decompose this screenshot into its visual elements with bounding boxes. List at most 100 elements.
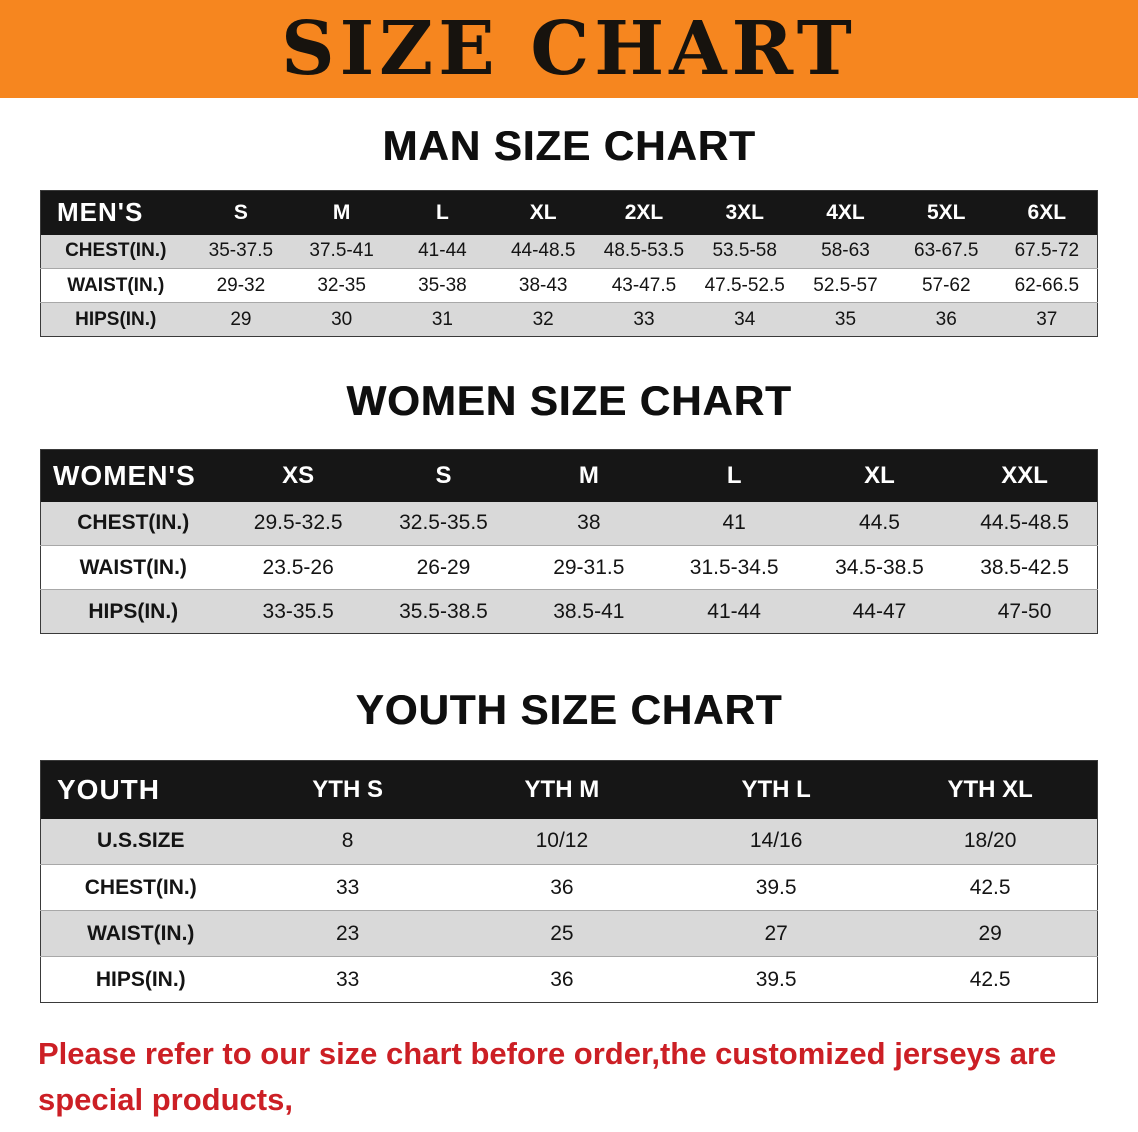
size-cell: 23.5-26 — [225, 545, 371, 590]
size-cell: 32 — [492, 302, 594, 337]
page-title: SIZE CHART — [281, 6, 857, 92]
table-row: WAIST(IN.) 23 25 27 29 — [40, 910, 1098, 957]
men-table-header: MEN'S S M L XL 2XL 3XL 4XL 5XL 6XL — [40, 190, 1098, 235]
table-row: WAIST(IN.) 23.5-26 26-29 29-31.5 31.5-34… — [40, 545, 1098, 590]
table-row: CHEST(IN.) 35-37.5 37.5-41 41-44 44-48.5… — [40, 234, 1098, 269]
men-size-heading: MAN SIZE CHART — [382, 122, 756, 169]
footer-note: Please refer to our size chart before or… — [0, 1031, 1138, 1132]
size-cell: 47-50 — [952, 589, 1098, 634]
size-cell: 53.5-58 — [694, 234, 796, 269]
table-corner-label: MEN'S — [40, 190, 191, 235]
size-cell: 18/20 — [883, 818, 1098, 865]
size-cell: 39.5 — [669, 864, 884, 911]
youth-table-header: YOUTH YTH S YTH M YTH L YTH XL — [40, 760, 1098, 819]
size-column-header: L — [392, 190, 493, 235]
table-row: HIPS(IN.) 29 30 31 32 33 34 35 36 37 — [40, 302, 1098, 337]
size-cell: 37 — [996, 302, 1098, 337]
table-corner-label: YOUTH — [40, 760, 241, 819]
size-cell: 32-35 — [291, 268, 393, 303]
row-label: HIPS(IN.) — [40, 956, 241, 1003]
size-column-header: 2XL — [593, 190, 695, 235]
size-cell: 41 — [661, 501, 807, 546]
size-cell: 36 — [895, 302, 997, 337]
size-cell: 10/12 — [454, 818, 669, 865]
women-table-header: WOMEN'S XS S M L XL XXL — [40, 449, 1098, 502]
table-row: CHEST(IN.) 33 36 39.5 42.5 — [40, 864, 1098, 911]
size-cell: 34.5-38.5 — [806, 545, 953, 590]
row-label: HIPS(IN.) — [40, 302, 191, 337]
row-label: WAIST(IN.) — [40, 545, 226, 590]
size-cell: 42.5 — [883, 864, 1098, 911]
size-cell: 29-31.5 — [516, 545, 662, 590]
size-cell: 38.5-41 — [516, 589, 662, 634]
size-column-header: M — [516, 449, 662, 502]
size-cell: 62-66.5 — [996, 268, 1098, 303]
size-cell: 30 — [291, 302, 393, 337]
size-cell: 14/16 — [669, 818, 884, 865]
table-row: HIPS(IN.) 33 36 39.5 42.5 — [40, 956, 1098, 1003]
size-cell: 32.5-35.5 — [370, 501, 517, 546]
table-corner-label: WOMEN'S — [40, 449, 226, 502]
youth-size-table: YOUTH YTH S YTH M YTH L YTH XL U.S.SIZE … — [40, 760, 1098, 1003]
size-cell: 47.5-52.5 — [694, 268, 796, 303]
size-cell: 36 — [454, 956, 669, 1003]
size-cell: 41-44 — [661, 589, 807, 634]
size-column-header: 3XL — [694, 190, 796, 235]
men-size-table: MEN'S S M L XL 2XL 3XL 4XL 5XL 6XL CHEST… — [40, 190, 1098, 337]
size-cell: 31.5-34.5 — [661, 545, 807, 590]
size-column-header: 6XL — [996, 190, 1098, 235]
size-cell: 33-35.5 — [225, 589, 371, 634]
size-cell: 52.5-57 — [795, 268, 896, 303]
size-cell: 44-48.5 — [492, 234, 594, 269]
size-cell: 35-37.5 — [190, 234, 292, 269]
row-label: U.S.SIZE — [40, 818, 241, 865]
row-label: HIPS(IN.) — [40, 589, 226, 634]
size-column-header: XS — [225, 449, 371, 502]
size-cell: 33 — [240, 956, 455, 1003]
size-column-header: S — [370, 449, 517, 502]
table-row: WAIST(IN.) 29-32 32-35 35-38 38-43 43-47… — [40, 268, 1098, 303]
size-cell: 27 — [669, 910, 884, 957]
size-cell: 58-63 — [795, 234, 896, 269]
size-cell: 8 — [240, 818, 455, 865]
footer-note-line2: we don't accept cancel, change, teturn o… — [38, 1123, 1100, 1132]
youth-size-heading: YOUTH SIZE CHART — [355, 686, 783, 733]
size-cell: 38 — [516, 501, 662, 546]
size-cell: 33 — [240, 864, 455, 911]
size-cell: 31 — [392, 302, 493, 337]
size-column-header: YTH XL — [883, 760, 1098, 819]
size-cell: 57-62 — [895, 268, 997, 303]
size-cell: 25 — [454, 910, 669, 957]
table-header-row: WOMEN'S XS S M L XL XXL — [40, 449, 1098, 502]
size-cell: 23 — [240, 910, 455, 957]
size-cell: 63-67.5 — [895, 234, 997, 269]
row-label: CHEST(IN.) — [40, 501, 226, 546]
size-cell: 67.5-72 — [996, 234, 1098, 269]
size-column-header: M — [291, 190, 393, 235]
women-size-section: WOMEN SIZE CHART WOMEN'S XS S M L XL XXL — [0, 377, 1138, 634]
size-cell: 35.5-38.5 — [370, 589, 517, 634]
size-column-header: XL — [492, 190, 594, 235]
size-column-header: XL — [806, 449, 953, 502]
size-column-header: YTH M — [454, 760, 669, 819]
size-cell: 29.5-32.5 — [225, 501, 371, 546]
size-cell: 33 — [593, 302, 695, 337]
row-label: CHEST(IN.) — [40, 864, 241, 911]
size-cell: 36 — [454, 864, 669, 911]
size-cell: 44.5 — [806, 501, 953, 546]
size-cell: 34 — [694, 302, 796, 337]
table-row: U.S.SIZE 8 10/12 14/16 18/20 — [40, 818, 1098, 865]
size-column-header: L — [661, 449, 807, 502]
youth-size-section: YOUTH SIZE CHART YOUTH YTH S YTH M YTH L… — [0, 686, 1138, 1003]
banner: SIZE CHART — [0, 0, 1138, 98]
size-cell: 29 — [883, 910, 1098, 957]
table-row: HIPS(IN.) 33-35.5 35.5-38.5 38.5-41 41-4… — [40, 589, 1098, 634]
row-label: WAIST(IN.) — [40, 268, 191, 303]
size-cell: 41-44 — [392, 234, 493, 269]
size-cell: 38.5-42.5 — [952, 545, 1098, 590]
footer-note-line1: Please refer to our size chart before or… — [38, 1036, 1057, 1117]
size-cell: 44-47 — [806, 589, 953, 634]
women-size-heading: WOMEN SIZE CHART — [346, 377, 792, 424]
size-column-header: YTH L — [669, 760, 884, 819]
